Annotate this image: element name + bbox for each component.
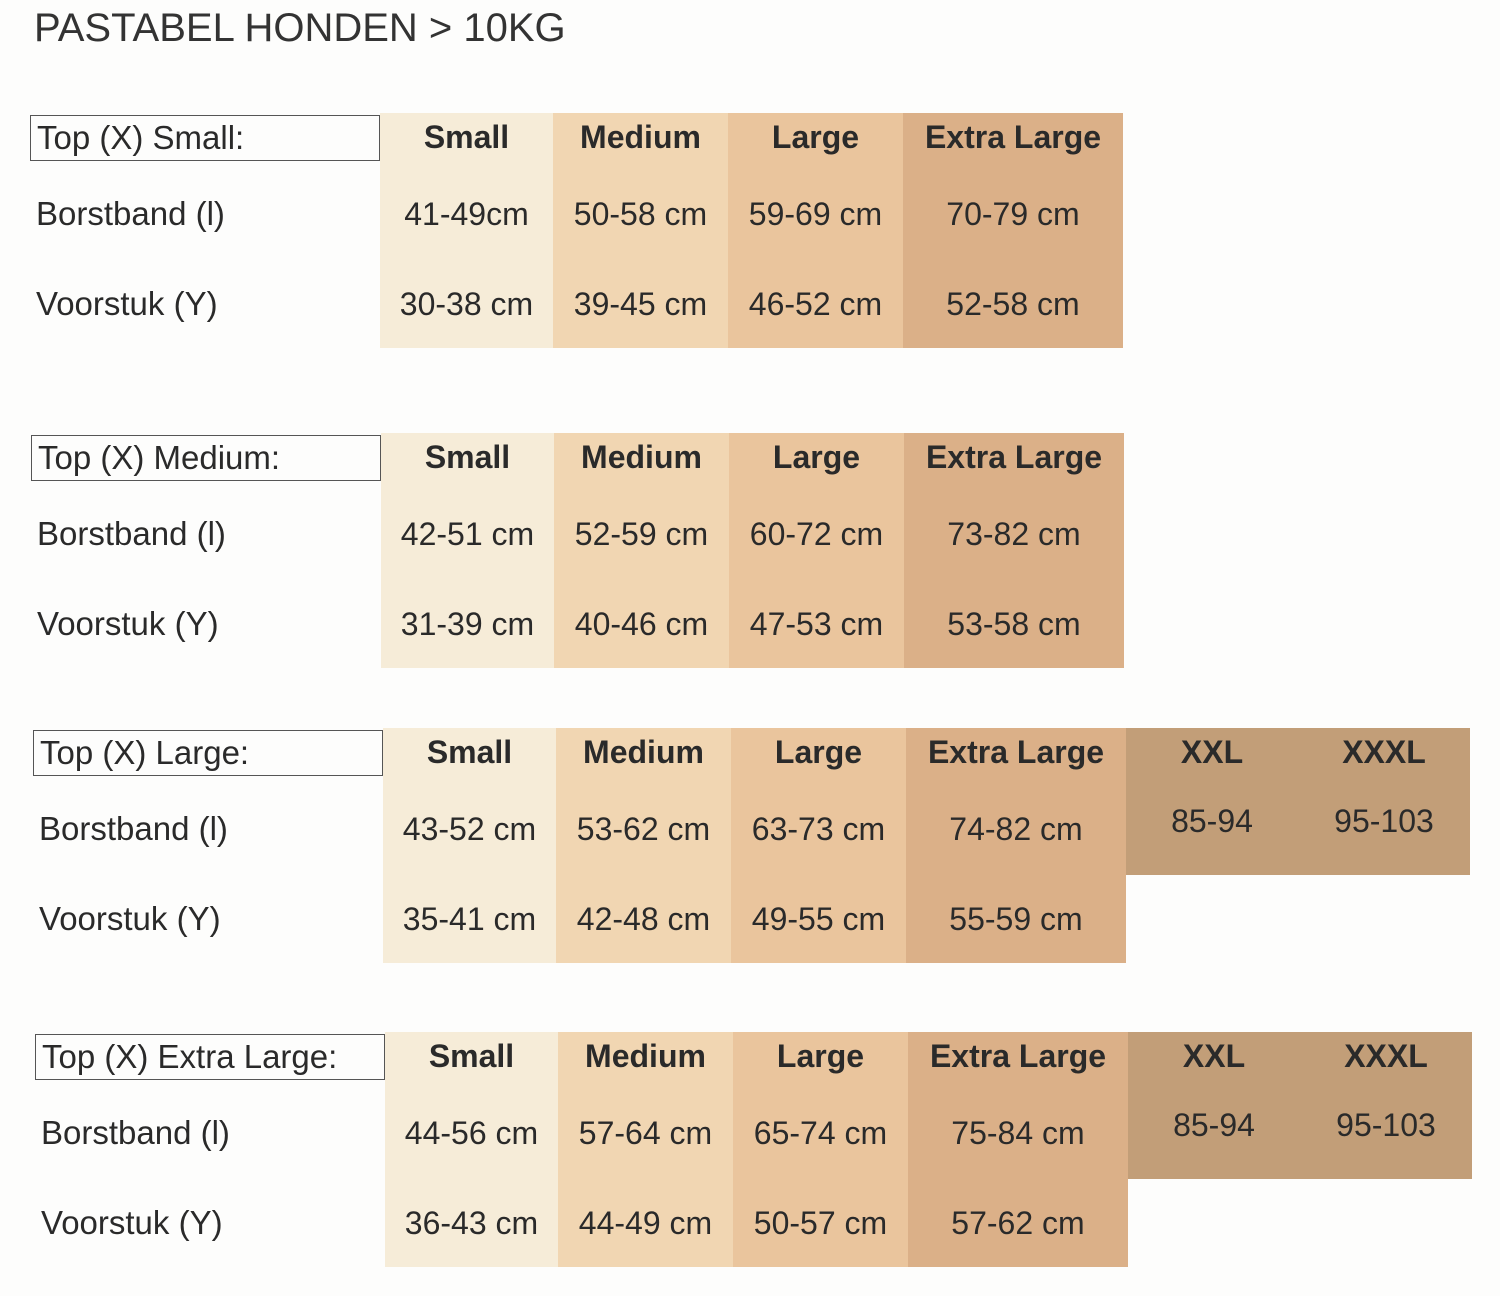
table-label: Top (X) Medium: <box>31 435 381 481</box>
voorstuk-value: 36-43 cm <box>385 1179 558 1267</box>
row-label-borstband: Borstband (l) <box>41 1114 230 1151</box>
borstband-value: 50-58 cm <box>553 168 728 260</box>
voorstuk-value: 46-52 cm <box>728 260 903 348</box>
voorstuk-value: 55-59 cm <box>906 875 1126 963</box>
voorstuk-value: 47-53 cm <box>729 580 904 668</box>
voorstuk-value: 42-48 cm <box>556 875 731 963</box>
borstband-value: 73-82 cm <box>904 488 1124 580</box>
column-header: Extra Large <box>908 1032 1128 1087</box>
column-header: Large <box>729 433 904 488</box>
row-label-borstband: Borstband (l) <box>39 810 228 847</box>
voorstuk-value: 57-62 cm <box>908 1179 1128 1267</box>
borstband-value: 65-74 cm <box>733 1087 908 1179</box>
borstband-value: 57-64 cm <box>558 1087 733 1179</box>
borstband-value: 41-49cm <box>380 168 553 260</box>
voorstuk-value: 49-55 cm <box>731 875 906 963</box>
borstband-value: 60-72 cm <box>729 488 904 580</box>
voorstuk-value: 52-58 cm <box>903 260 1123 348</box>
size-table: Top (X) Extra Large: Borstband (l) Voorstu… <box>35 1032 1472 1267</box>
size-table: Top (X) Large: Borstband (l) Voorstuk (Y) S… <box>33 728 1470 963</box>
voorstuk-value: 35-41 cm <box>383 875 556 963</box>
column-header: Large <box>731 728 906 783</box>
column-header: Medium <box>554 433 729 488</box>
column-header: XXL <box>1126 728 1298 783</box>
voorstuk-value: 53-58 cm <box>904 580 1124 668</box>
row-label-voorstuk: Voorstuk (Y) <box>41 1204 223 1241</box>
column-header: Medium <box>556 728 731 783</box>
borstband-value: 85-94 <box>1128 1087 1300 1179</box>
voorstuk-value: 44-49 cm <box>558 1179 733 1267</box>
borstband-value: 85-94 <box>1126 783 1298 875</box>
column-header: XXXL <box>1298 728 1470 783</box>
voorstuk-value: 30-38 cm <box>380 260 553 348</box>
row-label-voorstuk: Voorstuk (Y) <box>39 900 221 937</box>
column-header: Small <box>385 1032 558 1087</box>
column-header: XXL <box>1128 1032 1300 1087</box>
borstband-value: 52-59 cm <box>554 488 729 580</box>
column-header: XXXL <box>1300 1032 1472 1087</box>
table-label: Top (X) Small: <box>30 115 380 161</box>
borstband-value: 95-103 <box>1298 783 1470 875</box>
column-header: Small <box>383 728 556 783</box>
row-label-voorstuk: Voorstuk (Y) <box>36 285 218 322</box>
column-header: Extra Large <box>904 433 1124 488</box>
table-label: Top (X) Extra Large: <box>35 1034 385 1080</box>
column-header: Small <box>381 433 554 488</box>
row-label-borstband: Borstband (l) <box>37 515 226 552</box>
borstband-value: 42-51 cm <box>381 488 554 580</box>
borstband-value: 75-84 cm <box>908 1087 1128 1179</box>
column-header: Extra Large <box>903 113 1123 168</box>
table-label: Top (X) Large: <box>33 730 383 776</box>
borstband-value: 63-73 cm <box>731 783 906 875</box>
column-header: Medium <box>553 113 728 168</box>
size-table: Top (X) Medium: Borstband (l) Voorstuk (Y)… <box>31 433 1468 668</box>
voorstuk-value: 40-46 cm <box>554 580 729 668</box>
voorstuk-value: 39-45 cm <box>553 260 728 348</box>
column-header: Medium <box>558 1032 733 1087</box>
column-header: Large <box>733 1032 908 1087</box>
borstband-value: 95-103 <box>1300 1087 1472 1179</box>
size-table: Top (X) Small: Borstband (l) Voorstuk (Y) S… <box>30 113 1467 348</box>
column-header: Extra Large <box>906 728 1126 783</box>
row-label-voorstuk: Voorstuk (Y) <box>37 605 219 642</box>
borstband-value: 70-79 cm <box>903 168 1123 260</box>
borstband-value: 53-62 cm <box>556 783 731 875</box>
page-title: PASTABEL HONDEN > 10KG <box>34 6 566 50</box>
row-label-borstband: Borstband (l) <box>36 195 225 232</box>
borstband-value: 74-82 cm <box>906 783 1126 875</box>
borstband-value: 43-52 cm <box>383 783 556 875</box>
voorstuk-value: 31-39 cm <box>381 580 554 668</box>
column-header: Large <box>728 113 903 168</box>
borstband-value: 44-56 cm <box>385 1087 558 1179</box>
voorstuk-value: 50-57 cm <box>733 1179 908 1267</box>
column-header: Small <box>380 113 553 168</box>
borstband-value: 59-69 cm <box>728 168 903 260</box>
